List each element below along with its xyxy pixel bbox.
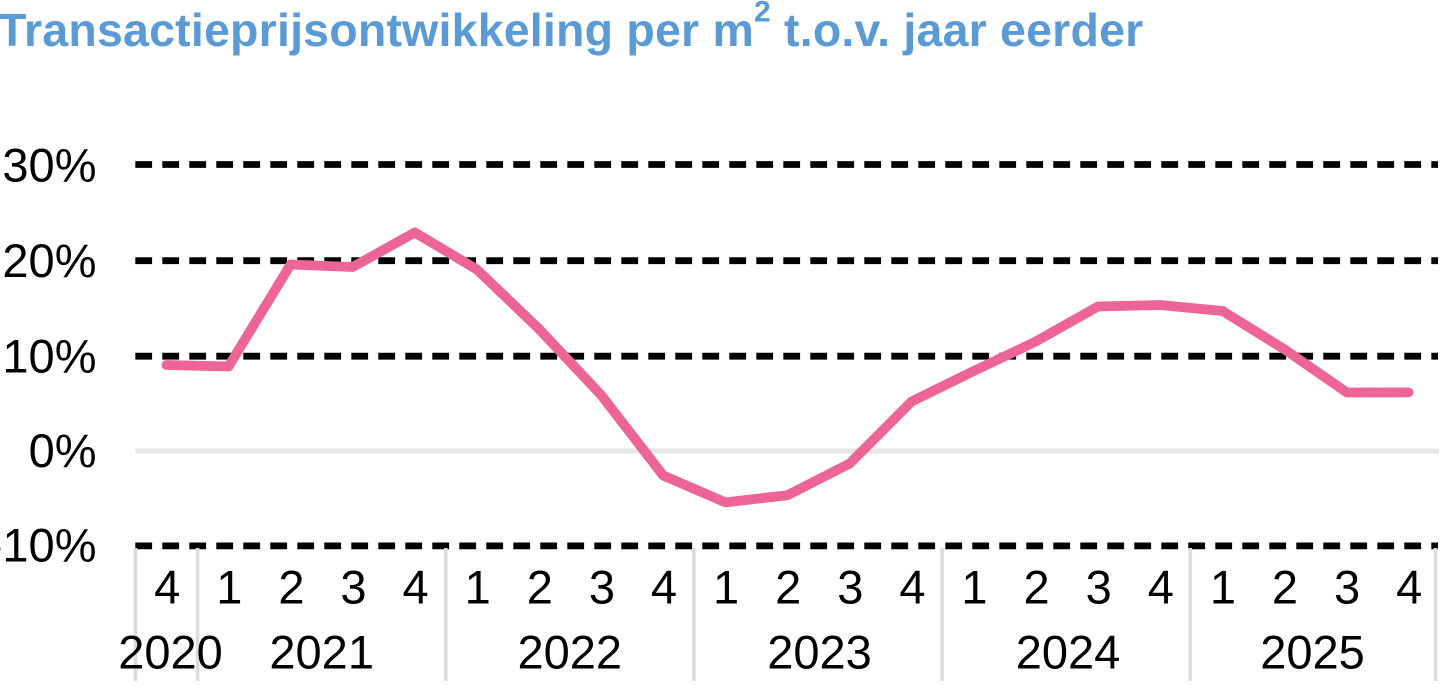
svg-text:4: 4: [651, 560, 677, 613]
svg-text:3: 3: [589, 560, 615, 613]
svg-text:4: 4: [899, 560, 925, 613]
svg-text:1: 1: [961, 560, 987, 613]
svg-text:3: 3: [837, 560, 863, 613]
svg-text:Transactieprijsontwikkeling pe: Transactieprijsontwikkeling per m2 t.o.v…: [0, 0, 1143, 56]
svg-text:2: 2: [278, 560, 304, 613]
svg-text:0%: 0%: [29, 424, 97, 477]
svg-text:4: 4: [1396, 560, 1422, 613]
svg-text:2021: 2021: [269, 626, 374, 679]
svg-text:2023: 2023: [767, 626, 872, 679]
svg-text:3: 3: [1086, 560, 1112, 613]
svg-text:3: 3: [1334, 560, 1360, 613]
svg-text:1: 1: [1210, 560, 1236, 613]
svg-text:30%: 30%: [2, 139, 96, 192]
svg-text:2: 2: [1272, 560, 1298, 613]
svg-text:4: 4: [154, 560, 180, 613]
svg-text:1: 1: [713, 560, 739, 613]
svg-text:4: 4: [1148, 560, 1174, 613]
svg-text:1: 1: [216, 560, 242, 613]
svg-text:-10%: -10%: [0, 519, 97, 572]
svg-text:2025: 2025: [1260, 626, 1365, 679]
svg-text:2: 2: [1024, 560, 1050, 613]
svg-text:2: 2: [527, 560, 553, 613]
svg-text:4: 4: [403, 560, 429, 613]
svg-text:3: 3: [340, 560, 366, 613]
svg-text:1: 1: [465, 560, 491, 613]
svg-text:20%: 20%: [2, 234, 96, 287]
svg-text:2022: 2022: [518, 626, 623, 679]
svg-text:2024: 2024: [1016, 626, 1121, 679]
svg-text:2020: 2020: [118, 626, 223, 679]
svg-text:2: 2: [775, 560, 801, 613]
svg-text:10%: 10%: [2, 329, 96, 382]
